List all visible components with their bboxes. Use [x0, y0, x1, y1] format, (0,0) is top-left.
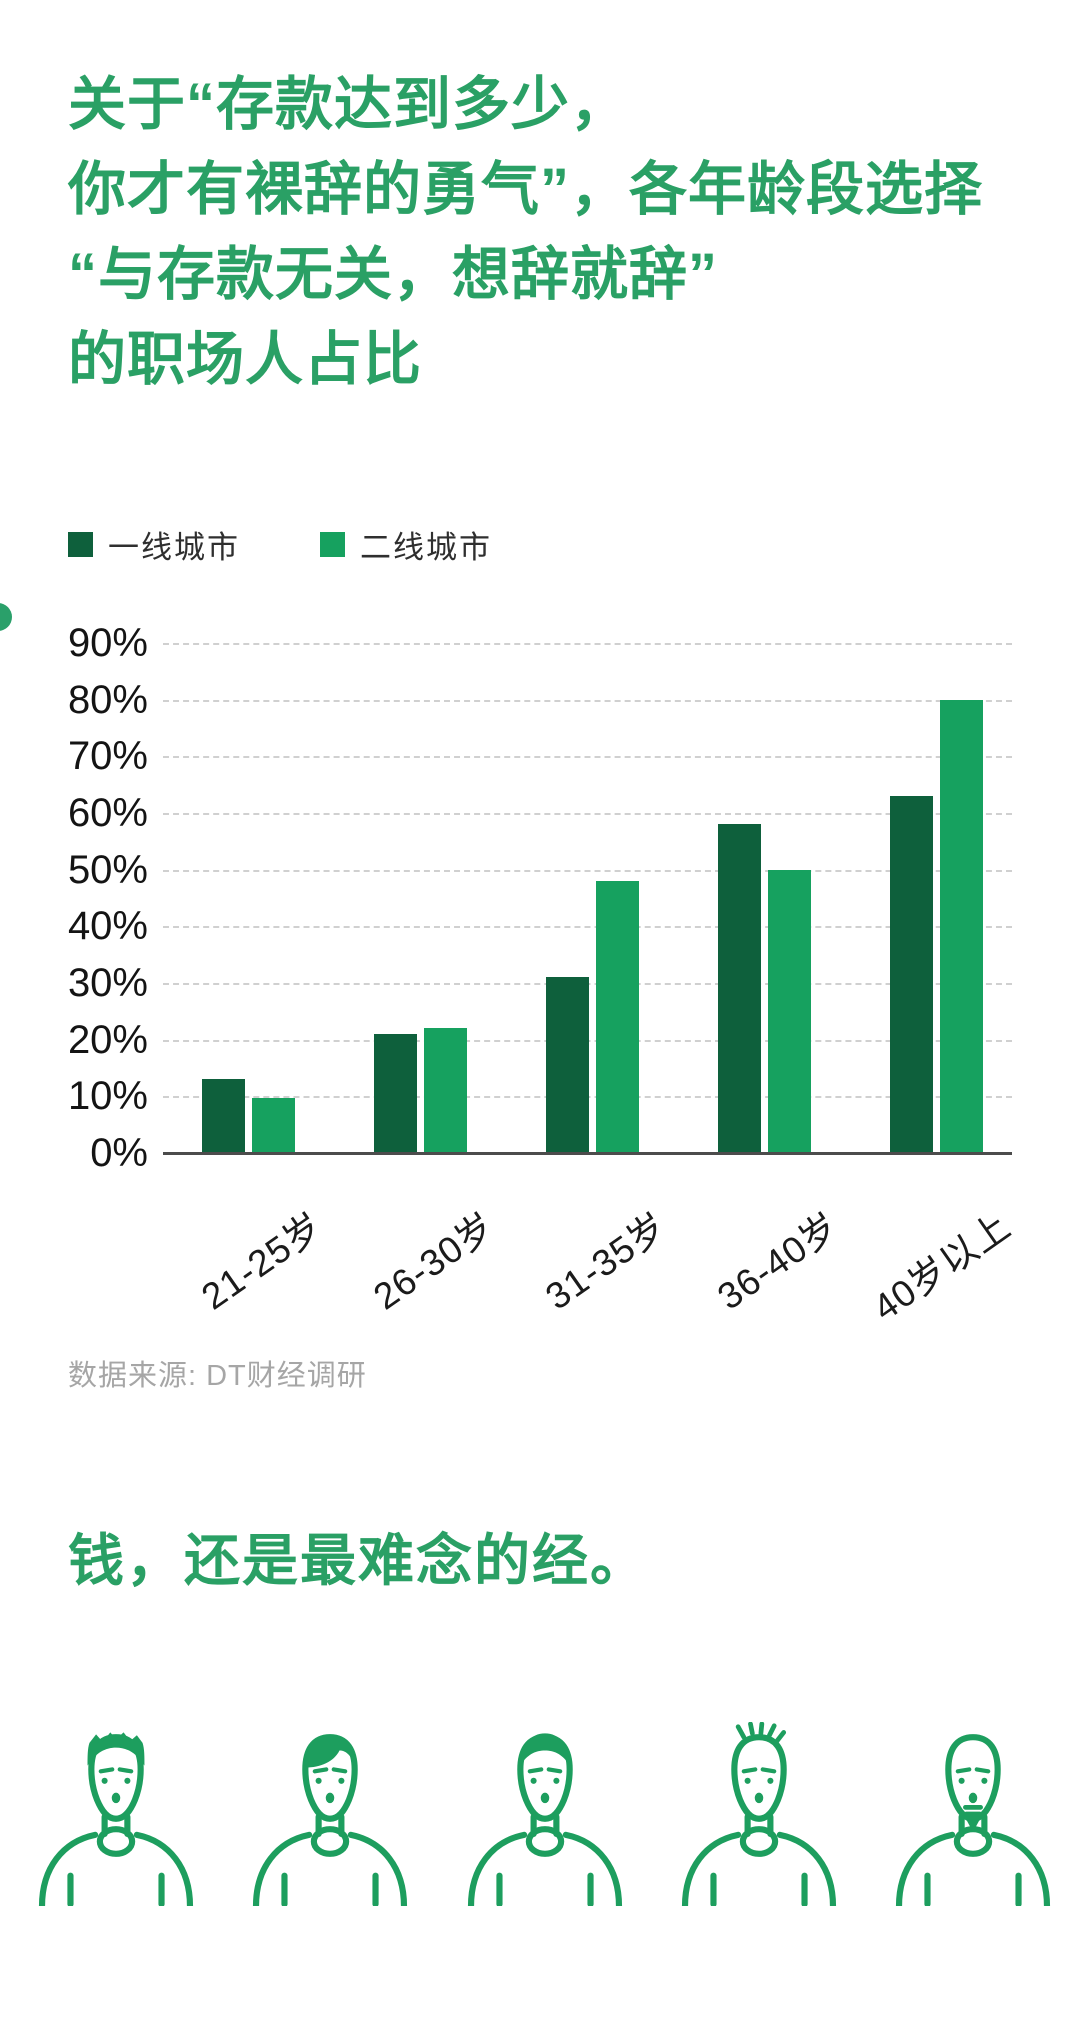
bar-二线城市-21-25岁: [252, 1098, 295, 1153]
edge-dot-decoration: [0, 603, 12, 631]
y-axis-label-40: 40%: [67, 904, 148, 949]
gridline-60: [163, 813, 1012, 815]
bar-二线城市-36-40岁: [768, 869, 811, 1153]
legend-item-tier1: 一线城市: [68, 522, 240, 567]
x-axis-label-26-30岁: 26-30岁: [366, 1205, 503, 1318]
y-axis-label-20: 20%: [67, 1017, 148, 1062]
y-axis-label-70: 70%: [67, 734, 148, 779]
gridline-70: [163, 756, 1012, 759]
gridline-40: [163, 926, 1012, 929]
bar-一线城市-40岁以上: [890, 796, 933, 1153]
person-figure-bald-goatee: [878, 1722, 1068, 1906]
title-line-2: 你才有裸辞的勇气”，各年龄段选择: [68, 157, 984, 222]
headline-text: 钱，还是最难念的经。: [68, 1529, 648, 1592]
legend-item-tier2: 二线城市: [320, 522, 492, 567]
x-axis-label-40岁以上: 40岁以上: [866, 1205, 1019, 1329]
gridline-50: [163, 869, 1012, 872]
x-axis-label-31-35岁: 31-35岁: [538, 1205, 675, 1318]
bar-一线城市-36-40岁: [718, 824, 761, 1153]
bar-chart: 0% 10% 20% 30% 40% 50% 60% 70% 80% 90% 21-25岁 26-30…: [67, 621, 1019, 1329]
person-figure-side-swept-hair: [235, 1722, 425, 1906]
gridline-80: [163, 699, 1012, 702]
legend-label-tier1: 一线城市: [108, 530, 240, 565]
y-axis-label-30: 30%: [67, 961, 148, 1005]
legend-swatch-tier1: [68, 532, 93, 557]
people-illustration-row: [21, 1722, 1068, 1906]
y-axis-label-50: 50%: [67, 847, 148, 892]
person-figure-spiky-hair: [664, 1722, 854, 1906]
bar-二线城市-26-30岁: [424, 1028, 467, 1153]
x-axis-line: [163, 1152, 1012, 1155]
bar-二线城市-31-35岁: [596, 881, 639, 1153]
title-line-3: “与存款无关，想辞就辞”: [68, 242, 719, 307]
person-figure-flat-top-hair: [21, 1732, 211, 1906]
bar-二线城市-40岁以上: [940, 699, 983, 1153]
title-line-4: 的职场人占比: [68, 327, 423, 392]
chart-legend: 一线城市 二线城市: [68, 522, 572, 567]
page-title: 关于“存款达到多少， 你才有裸辞的勇气”，各年龄段选择 “与存款无关，想辞就辞”…: [68, 62, 1048, 402]
bar-一线城市-31-35岁: [546, 977, 589, 1153]
y-axis-label-10: 10%: [67, 1074, 148, 1119]
legend-label-tier2: 二线城市: [360, 530, 492, 565]
gridline-90: [163, 643, 1012, 645]
y-axis-label-60: 60%: [67, 791, 148, 835]
y-axis-label-90: 90%: [67, 621, 148, 665]
y-axis-label-0: 0%: [90, 1131, 148, 1175]
x-axis-label-21-25岁: 21-25岁: [194, 1205, 331, 1318]
x-axis-label-36-40岁: 36-40岁: [710, 1205, 847, 1318]
title-line-1: 关于“存款达到多少，: [68, 72, 630, 137]
legend-swatch-tier2: [320, 532, 345, 557]
data-source: 数据来源: DT财经调研: [68, 1360, 367, 1392]
bar-一线城市-21-25岁: [202, 1079, 245, 1153]
y-axis-label-80: 80%: [67, 677, 148, 722]
bar-一线城市-26-30岁: [374, 1034, 417, 1153]
person-figure-round-cap-hair: [450, 1733, 640, 1906]
